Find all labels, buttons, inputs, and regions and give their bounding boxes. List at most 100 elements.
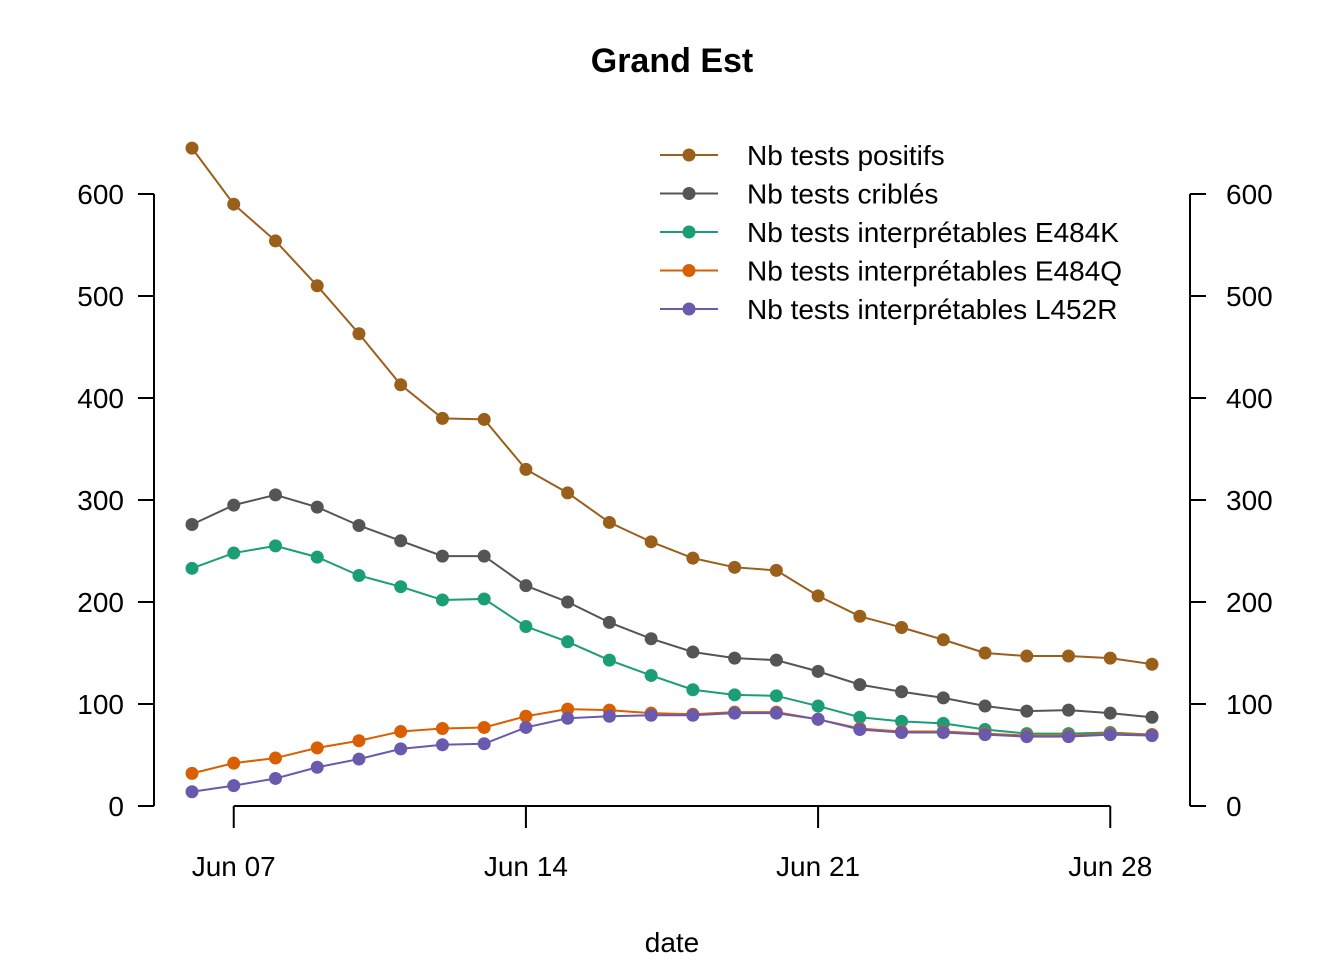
data-point (435, 411, 449, 425)
data-point (519, 709, 533, 723)
data-point (477, 412, 491, 426)
series-group (185, 539, 1159, 742)
legend-marker (682, 187, 696, 200)
series-group (185, 702, 1159, 780)
data-point (519, 579, 533, 593)
data-point (477, 592, 491, 606)
series-line (191, 708, 1153, 775)
legend-label: Nb tests interprétables E484K (747, 217, 1119, 248)
data-point (519, 462, 533, 476)
data-point (561, 702, 575, 716)
data-point (435, 738, 449, 752)
data-point (853, 678, 867, 692)
data-point (978, 728, 992, 742)
data-point (519, 720, 533, 734)
y-tick-label-left: 300 (77, 485, 124, 516)
data-point (394, 534, 408, 548)
data-point (602, 615, 616, 629)
data-point (853, 609, 867, 623)
data-point (185, 141, 199, 155)
legend-marker (682, 148, 696, 162)
data-point (435, 549, 449, 563)
data-point (602, 653, 616, 667)
data-point (644, 535, 658, 549)
data-point (1062, 703, 1076, 717)
data-point (728, 560, 742, 574)
data-point (352, 327, 366, 341)
data-point (936, 726, 950, 740)
data-point (1103, 706, 1117, 720)
legend: Nb tests positifs Nb tests criblés Nb test… (660, 140, 1122, 325)
data-point (728, 688, 742, 702)
data-point (895, 685, 909, 699)
data-point (769, 653, 783, 667)
data-point (268, 539, 282, 553)
data-point (185, 561, 199, 575)
data-point (853, 710, 867, 724)
data-point (1020, 649, 1034, 663)
plot-series (185, 141, 1159, 799)
x-tick-label: Jun 07 (192, 851, 276, 882)
data-point (978, 646, 992, 660)
legend-marker (682, 302, 696, 316)
data-point (1020, 730, 1034, 744)
legend-label: Nb tests criblés (747, 179, 938, 210)
data-point (268, 751, 282, 765)
data-point (561, 635, 575, 649)
data-point (561, 595, 575, 609)
data-point (268, 771, 282, 785)
data-point (227, 197, 241, 211)
data-point (769, 563, 783, 577)
data-point (853, 723, 867, 736)
data-point (895, 621, 909, 634)
data-point (477, 549, 491, 563)
legend-item: Nb tests interprétables E484Q (660, 256, 1122, 287)
data-point (227, 546, 241, 560)
data-point (1103, 651, 1117, 665)
series-group (185, 706, 1159, 799)
data-point (310, 500, 324, 514)
series-line (191, 544, 1153, 736)
data-point (686, 708, 700, 722)
data-point (895, 714, 909, 728)
data-point (728, 706, 742, 720)
data-point (310, 279, 324, 293)
x-tick-label: Jun 21 (776, 851, 860, 882)
legend-label: Nb tests positifs (747, 140, 945, 171)
series-line (191, 712, 1153, 793)
y-tick-label-left: 500 (77, 281, 124, 312)
data-point (1103, 728, 1117, 742)
data-point (686, 645, 700, 659)
data-point (435, 593, 449, 607)
data-point (936, 633, 950, 647)
legend-item: Nb tests interprétables L452R (660, 294, 1117, 325)
x-axis-label: date (645, 927, 700, 958)
data-point (268, 234, 282, 248)
y-tick-label-left: 400 (77, 383, 124, 414)
data-point (895, 726, 909, 740)
y-tick-label-right: 100 (1226, 689, 1273, 720)
y-tick-label-right: 400 (1226, 383, 1273, 414)
data-point (1145, 729, 1159, 743)
data-point (728, 651, 742, 665)
data-point (394, 580, 408, 594)
y-tick-label-left: 0 (108, 791, 124, 822)
x-axis: Jun 07 Jun 14 Jun 21 Jun 28 (192, 805, 1152, 882)
y-axis-right: 0 100 200 300 400 500 600 (1189, 179, 1273, 822)
series-group (185, 488, 1159, 724)
data-point (811, 664, 825, 678)
y-tick-label-right: 300 (1226, 485, 1273, 516)
legend-label: Nb tests interprétables E484Q (747, 256, 1122, 287)
data-point (477, 737, 491, 751)
data-point (310, 760, 324, 774)
data-point (185, 766, 199, 780)
legend-label: Nb tests interprétables L452R (747, 294, 1117, 325)
x-tick-label: Jun 14 (484, 851, 568, 882)
data-point (394, 378, 408, 392)
data-point (519, 619, 533, 633)
data-point (644, 708, 658, 722)
data-point (352, 752, 366, 766)
data-point (394, 725, 408, 739)
data-point (227, 498, 241, 512)
